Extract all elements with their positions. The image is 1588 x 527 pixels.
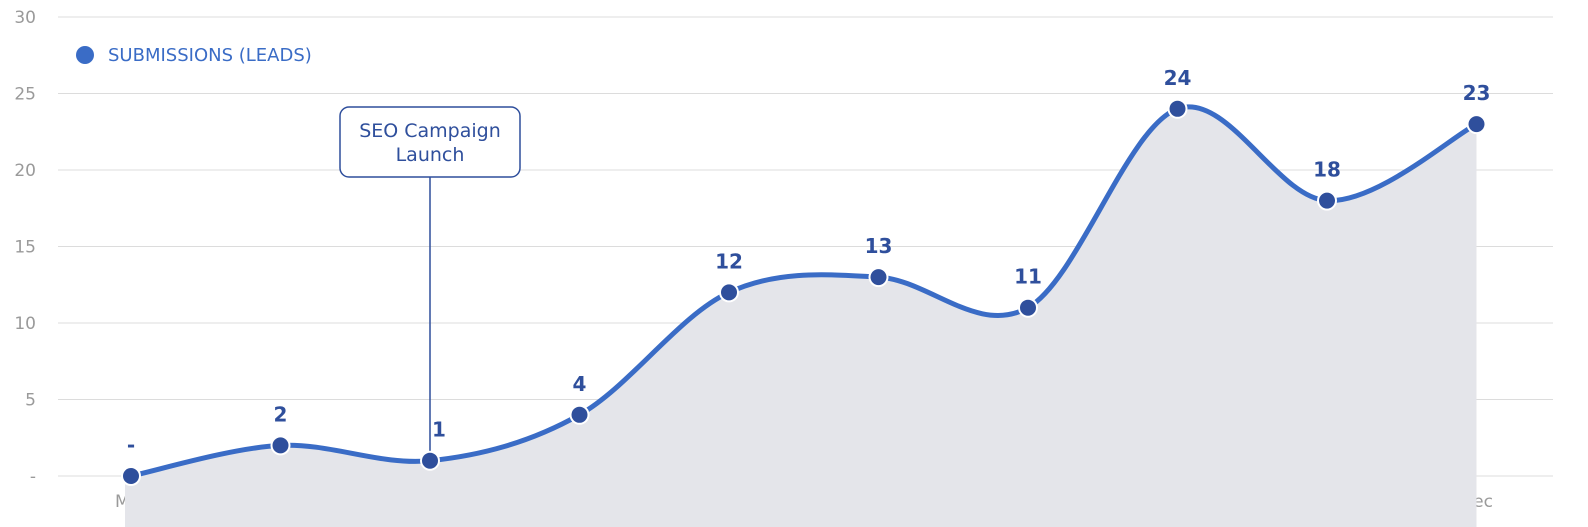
data-label: 13 bbox=[865, 234, 893, 258]
data-point bbox=[1020, 299, 1036, 316]
data-point bbox=[1319, 192, 1335, 209]
data-label: 4 bbox=[573, 372, 587, 396]
legend-label: SUBMISSIONS (LEADS) bbox=[108, 45, 312, 66]
y-tick-label: 30 bbox=[14, 8, 36, 28]
y-tick-label: 25 bbox=[14, 85, 36, 105]
annotation-text-line: Launch bbox=[396, 144, 465, 166]
annotation: SEO Campaign Launch bbox=[339, 106, 521, 461]
legend[interactable]: SUBMISSIONS (LEADS) bbox=[76, 45, 312, 66]
legend-marker-icon bbox=[76, 46, 94, 64]
data-label: 23 bbox=[1463, 81, 1491, 105]
y-axis-ticks: - 5 10 15 20 25 30 bbox=[14, 8, 36, 487]
data-point bbox=[272, 437, 289, 454]
annotation-box bbox=[339, 106, 521, 178]
data-label: 24 bbox=[1164, 66, 1192, 90]
data-point bbox=[1169, 100, 1186, 117]
data-label: - bbox=[127, 433, 135, 457]
data-point bbox=[721, 284, 737, 301]
data-point bbox=[1468, 116, 1485, 133]
y-tick-label: 15 bbox=[14, 238, 36, 258]
y-tick-label: 20 bbox=[14, 161, 36, 181]
data-point bbox=[123, 468, 139, 484]
series-line bbox=[128, 104, 1479, 479]
y-tick-label: 5 bbox=[25, 391, 36, 411]
data-label: 12 bbox=[715, 249, 743, 273]
y-tick-label: - bbox=[30, 467, 36, 487]
data-label: 11 bbox=[1014, 265, 1042, 289]
area-fill bbox=[125, 106, 1477, 527]
data-points bbox=[121, 98, 1487, 486]
data-point bbox=[571, 406, 588, 423]
data-label: 2 bbox=[274, 402, 288, 426]
annotation-text-line: SEO Campaign bbox=[359, 120, 501, 142]
y-tick-label: 10 bbox=[14, 314, 36, 334]
data-labels: - 2 1 4 12 13 11 24 18 23 bbox=[127, 66, 1491, 457]
data-point bbox=[422, 452, 438, 469]
data-label: 18 bbox=[1313, 158, 1341, 182]
data-label: 1 bbox=[432, 418, 446, 442]
data-point bbox=[870, 269, 887, 286]
annotation-text: SEO Campaign Launch bbox=[359, 120, 501, 166]
